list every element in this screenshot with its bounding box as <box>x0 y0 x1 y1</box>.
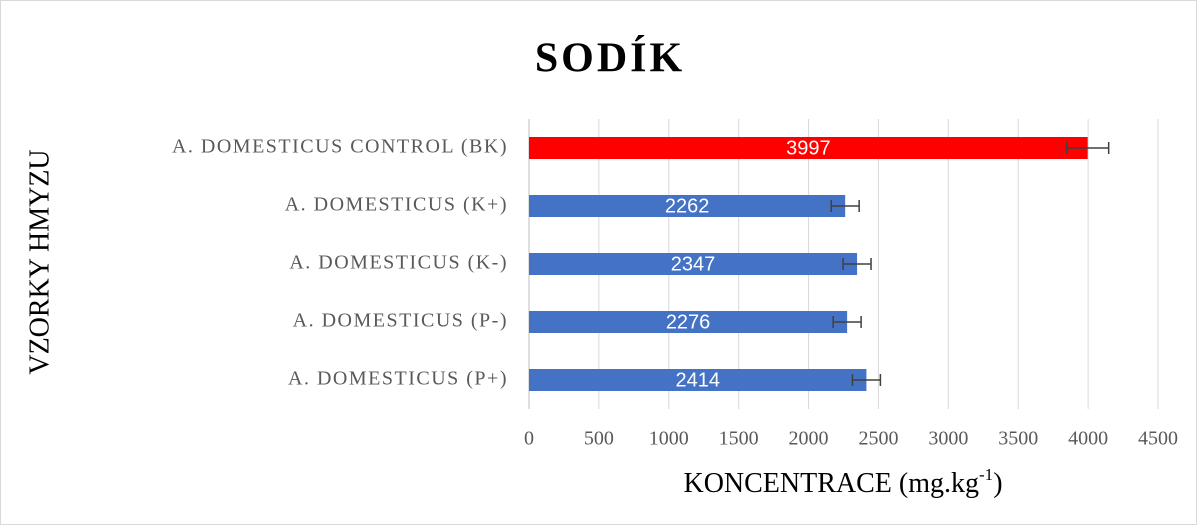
data-label: 2414 <box>675 369 720 391</box>
bar <box>529 137 1088 159</box>
error-bar <box>851 374 882 386</box>
x-tick-label: 2500 <box>858 428 898 450</box>
x-axis-label-main: KONCENTRACE (mg.kg <box>683 468 979 499</box>
y-tick-label: A. DOMESTICUS (K+) <box>285 194 508 216</box>
x-tick-label: 1500 <box>719 428 759 450</box>
bar <box>529 369 867 391</box>
data-label: 2276 <box>666 311 711 333</box>
bar <box>529 311 848 333</box>
x-tick-label: 3500 <box>998 428 1038 450</box>
x-tick-label: 0 <box>524 428 534 450</box>
x-axis-label-sup: -1 <box>979 465 993 484</box>
y-tick-label: A. DOMESTICUS CONTROL (BK) <box>172 136 508 158</box>
y-tick-label: A. DOMESTICUS (K-) <box>289 252 508 274</box>
data-label: 2347 <box>671 253 716 275</box>
y-axis-label: VZORKY HMYZU <box>24 149 55 374</box>
x-axis-label-end: ) <box>993 468 1002 499</box>
bar <box>529 195 846 217</box>
error-bar <box>830 200 860 212</box>
x-tick-label: 500 <box>584 428 614 450</box>
y-tick-label: A. DOMESTICUS (P+) <box>288 368 508 390</box>
x-tick-label: 1000 <box>649 428 689 450</box>
x-axis-label: KONCENTRACE (mg.kg-1) <box>683 465 1002 500</box>
data-label: 3997 <box>786 137 831 159</box>
error-bar <box>832 316 862 328</box>
x-tick-label: 4000 <box>1068 428 1108 450</box>
x-tick-label: 2000 <box>789 428 829 450</box>
y-tick-label: A. DOMESTICUS (P-) <box>293 310 508 332</box>
data-label: 2262 <box>665 195 710 217</box>
error-bar <box>842 258 872 270</box>
x-tick-label: 3000 <box>928 428 968 450</box>
x-tick-label: 4500 <box>1138 428 1178 450</box>
bar <box>529 253 858 275</box>
chart-title: SODÍK <box>535 35 685 82</box>
error-bar <box>1065 142 1110 154</box>
